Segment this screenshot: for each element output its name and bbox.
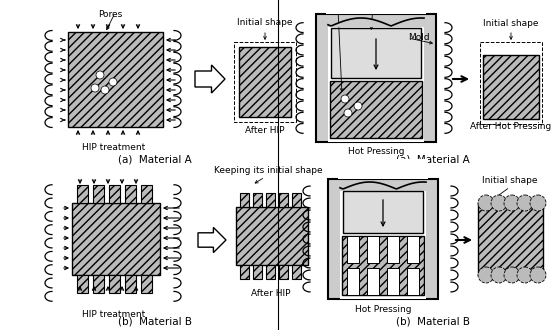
Bar [141,185,152,203]
Circle shape [96,71,104,79]
Circle shape [504,267,520,283]
Bar [93,185,104,203]
Bar [407,236,419,263]
Circle shape [344,109,352,117]
Circle shape [354,102,362,110]
Bar [330,81,422,138]
Circle shape [91,84,99,92]
Circle shape [491,267,507,283]
Bar [239,47,291,117]
Bar [77,185,88,203]
Circle shape [478,195,494,211]
Text: (a)  Material A: (a) Material A [396,155,470,165]
Bar [240,193,249,207]
Circle shape [517,267,533,283]
Text: Hot Pressing: Hot Pressing [348,147,404,156]
Bar [109,275,120,293]
Circle shape [530,267,546,283]
Circle shape [491,195,507,211]
Circle shape [341,95,349,103]
Bar [125,185,136,203]
Text: HIP treatment: HIP treatment [82,143,146,152]
Bar [77,275,88,293]
Bar [72,203,160,275]
Circle shape [478,267,494,283]
Text: (b)  Material B: (b) Material B [118,317,192,327]
Bar [342,236,424,295]
Bar [125,275,136,293]
Bar [109,185,120,203]
Text: Initial shape: Initial shape [483,19,539,28]
Bar [340,191,426,299]
Text: Pores: Pores [98,10,122,19]
Bar [483,55,539,119]
Polygon shape [195,65,225,93]
Circle shape [101,86,109,94]
Bar [478,203,543,275]
Bar [279,265,288,279]
Bar [279,193,288,207]
Text: Initial shape: Initial shape [482,176,538,185]
Bar [236,207,308,265]
Bar [480,42,542,124]
Bar [68,32,163,127]
Bar [331,28,421,78]
Bar [326,0,426,14]
Text: Mold: Mold [408,34,430,43]
Text: (b)  Material B: (b) Material B [396,317,470,327]
Bar [266,193,275,207]
Bar [407,268,419,295]
Text: (a)  Material A: (a) Material A [118,155,192,165]
Bar [253,193,262,207]
Bar [328,26,424,142]
Polygon shape [198,227,226,252]
Bar [387,236,399,263]
Bar [387,268,399,295]
Text: HIP treatment: HIP treatment [82,310,146,319]
Bar [240,265,249,279]
Bar [347,236,359,263]
Text: After Hot Pressing: After Hot Pressing [470,122,552,131]
Text: Hot Pressing: Hot Pressing [355,305,411,314]
Bar [316,14,436,142]
Bar [93,275,104,293]
Text: Initial shape: Initial shape [237,18,293,27]
Bar [367,268,379,295]
Bar [343,191,423,233]
Circle shape [109,78,117,86]
Circle shape [504,195,520,211]
Bar [292,193,301,207]
Text: Keeping its initial shape: Keeping its initial shape [214,166,322,175]
Bar [266,265,275,279]
Text: Pores: Pores [330,0,354,8]
Bar [338,159,428,179]
Bar [292,265,301,279]
Circle shape [517,195,533,211]
Bar [141,275,152,293]
Bar [367,236,379,263]
Bar [234,42,296,122]
Text: Punch: Punch [358,0,385,4]
Bar [347,268,359,295]
Circle shape [530,195,546,211]
Bar [253,265,262,279]
Bar [328,179,438,299]
Text: After HIP: After HIP [245,126,285,135]
Text: After HIP: After HIP [251,289,291,298]
